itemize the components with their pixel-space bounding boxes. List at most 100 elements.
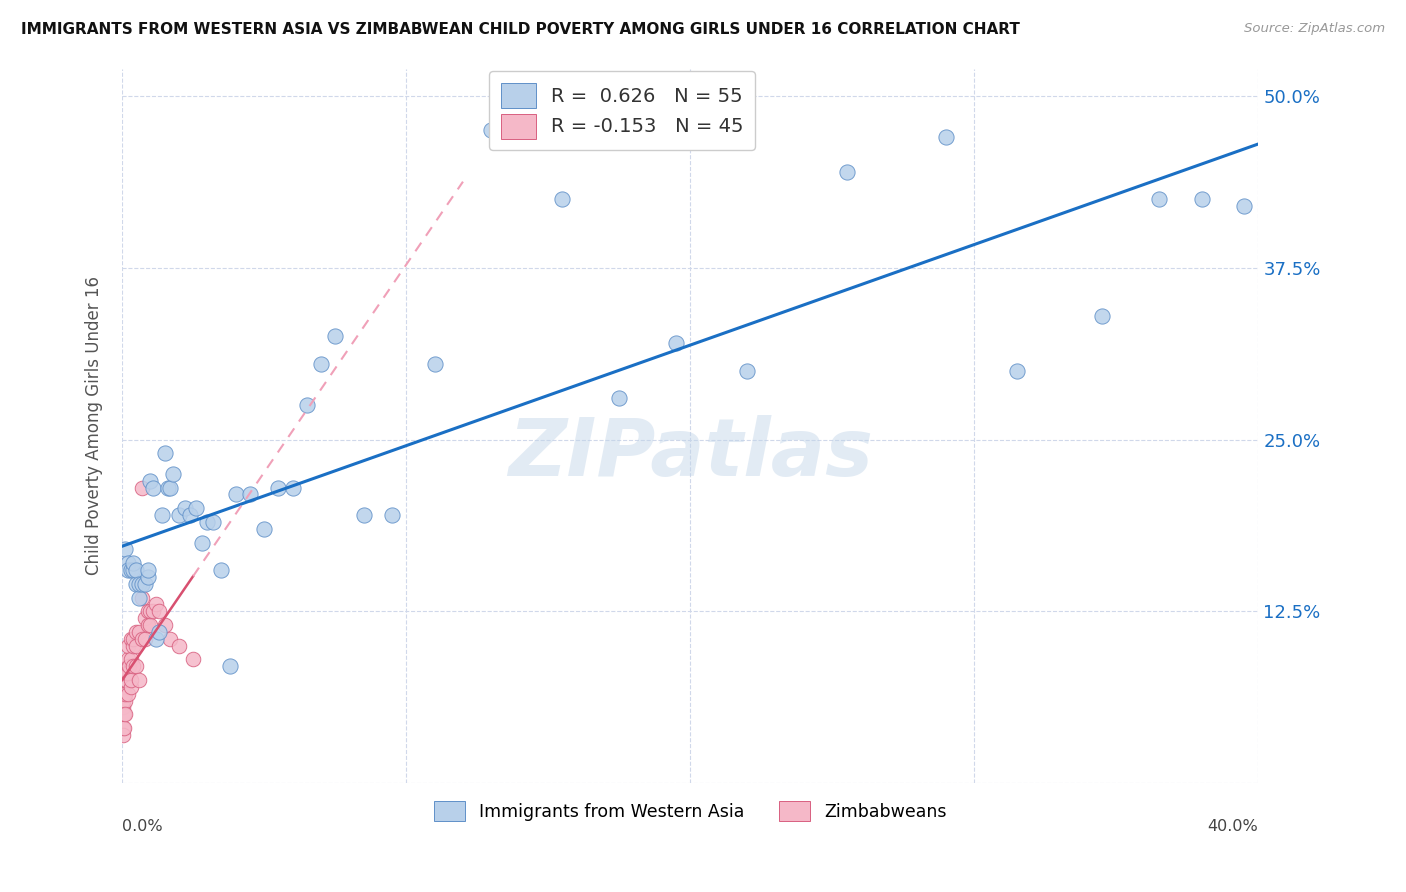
Point [201,515,224,529]
Y-axis label: Child Poverty Among Girls Under 16: Child Poverty Among Girls Under 16 [86,277,103,575]
Point [167,639,190,653]
Point [148,624,170,639]
Point [195,515,218,529]
Point [122,632,145,646]
Point [117,666,139,681]
Point [117,639,139,653]
Point [120,563,142,577]
Point [267,481,290,495]
Point [120,632,142,646]
Text: Source: ZipAtlas.com: Source: ZipAtlas.com [1244,22,1385,36]
Point [112,687,135,701]
Point [125,624,148,639]
Point [139,474,162,488]
Point [128,624,150,639]
Point [114,693,136,707]
Point [211,563,233,577]
Point [134,632,156,646]
Point [142,604,165,618]
Point [153,446,176,460]
Point [148,604,170,618]
Point [131,481,153,495]
Point [111,721,134,735]
Point [159,632,181,646]
Point [131,591,153,605]
Point [112,693,135,707]
Point [935,130,957,145]
Point [179,508,201,522]
Point [136,570,159,584]
Point [153,618,176,632]
Point [118,659,141,673]
Point [115,666,138,681]
Point [145,598,167,612]
Legend: Immigrants from Western Asia, Zimbabweans: Immigrants from Western Asia, Zimbabwean… [427,794,953,828]
Point [122,659,145,673]
Point [117,563,139,577]
Point [125,639,148,653]
Point [156,481,179,495]
Text: 0.0%: 0.0% [122,819,163,834]
Point [353,508,375,522]
Point [139,604,162,618]
Point [117,687,139,701]
Point [125,576,148,591]
Point [120,652,142,666]
Point [735,364,758,378]
Text: IMMIGRANTS FROM WESTERN ASIA VS ZIMBABWEAN CHILD POVERTY AMONG GIRLS UNDER 16 CO: IMMIGRANTS FROM WESTERN ASIA VS ZIMBABWE… [21,22,1019,37]
Point [112,728,135,742]
Point [114,707,136,722]
Point [607,392,630,406]
Point [219,659,242,673]
Point [253,522,276,536]
Point [117,652,139,666]
Point [122,563,145,577]
Point [131,576,153,591]
Text: 40.0%: 40.0% [1208,819,1258,834]
Point [120,673,142,687]
Point [835,164,858,178]
Point [112,707,135,722]
Point [225,487,247,501]
Point [1233,199,1256,213]
Point [111,700,134,714]
Point [1147,192,1170,206]
Point [142,481,165,495]
Point [184,501,207,516]
Point [128,591,150,605]
Point [125,659,148,673]
Point [114,687,136,701]
Point [136,604,159,618]
Point [150,508,173,522]
Point [1005,364,1028,378]
Point [173,501,195,516]
Point [134,576,156,591]
Point [167,508,190,522]
Point [479,123,502,137]
Point [323,329,346,343]
Point [114,542,136,557]
Point [239,487,262,501]
Point [181,652,204,666]
Point [120,680,142,694]
Point [159,481,181,495]
Point [665,336,688,351]
Point [122,556,145,570]
Point [112,721,135,735]
Text: ZIPatlas: ZIPatlas [508,416,873,493]
Point [295,398,318,412]
Point [381,508,404,522]
Point [136,563,159,577]
Point [145,632,167,646]
Point [136,618,159,632]
Point [128,673,150,687]
Point [128,576,150,591]
Point [309,357,332,371]
Point [281,481,304,495]
Point [1091,309,1114,323]
Point [125,563,148,577]
Point [190,535,212,549]
Point [122,639,145,653]
Point [139,618,162,632]
Point [162,467,184,481]
